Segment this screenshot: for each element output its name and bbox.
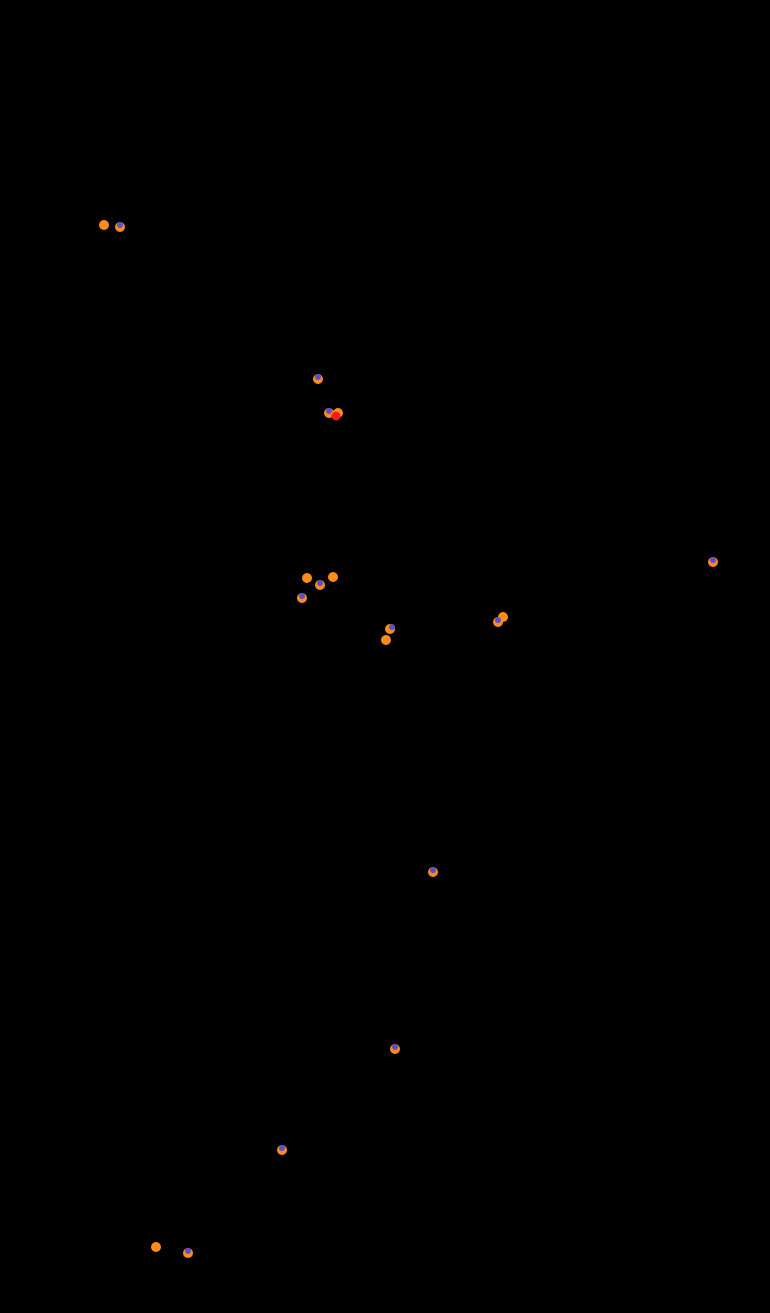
blue-points-marker [315, 374, 321, 380]
blue-points-marker [117, 222, 123, 228]
blue-points-marker [430, 867, 436, 873]
blue-points-marker [710, 557, 716, 563]
red-points-marker [332, 412, 341, 421]
blue-points-marker [389, 624, 395, 630]
blue-points-marker [392, 1044, 398, 1050]
blue-points-marker [299, 593, 305, 599]
blue-points-marker [279, 1145, 285, 1151]
blue-points-marker [495, 617, 501, 623]
orange-points-marker [151, 1242, 161, 1252]
blue-points-marker [317, 580, 323, 586]
orange-points-marker [328, 572, 338, 582]
orange-points-marker [99, 220, 109, 230]
scatter-plot [0, 0, 770, 1313]
orange-points-marker [302, 573, 312, 583]
blue-points-marker [185, 1248, 191, 1254]
orange-points-marker [381, 635, 391, 645]
